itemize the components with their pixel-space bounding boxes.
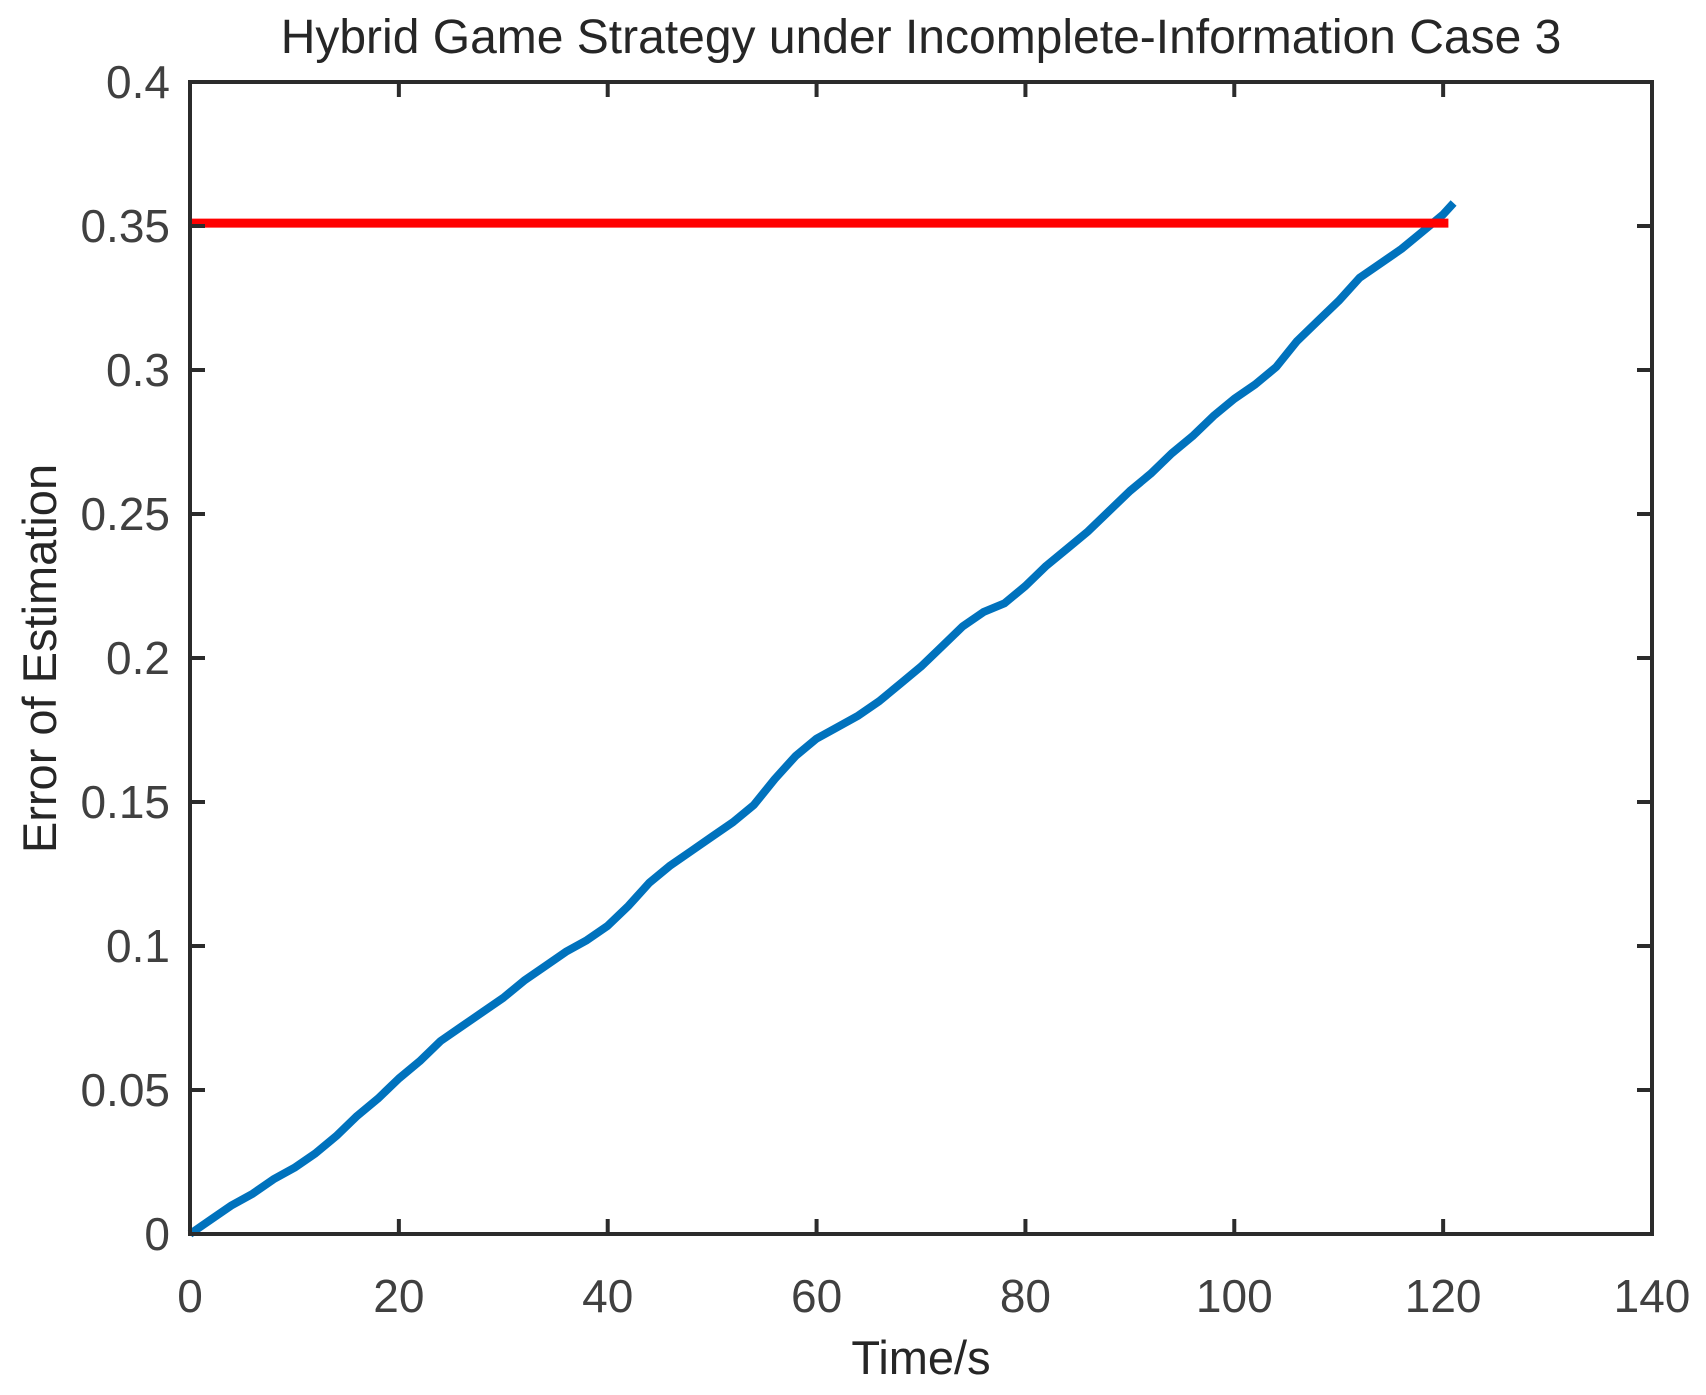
y-tick-label: 0.05 xyxy=(80,1064,170,1116)
x-tick-label: 140 xyxy=(1614,1270,1691,1322)
x-tick-label: 60 xyxy=(791,1270,842,1322)
y-tick-label: 0.35 xyxy=(80,200,170,252)
y-tick-label: 0.2 xyxy=(106,632,170,684)
series-line-error-of-estimation xyxy=(187,200,1457,1238)
y-tick-label: 0.25 xyxy=(80,488,170,540)
x-tick-label: 40 xyxy=(582,1270,633,1322)
x-tick-label: 120 xyxy=(1405,1270,1482,1322)
x-tick-label: 80 xyxy=(1000,1270,1051,1322)
y-tick-label: 0.1 xyxy=(106,920,170,972)
chart-title: Hybrid Game Strategy under Incomplete-In… xyxy=(280,11,1562,64)
x-tick-label: 20 xyxy=(373,1270,424,1322)
y-tick-label: 0.3 xyxy=(106,344,170,396)
axes-box xyxy=(188,80,1654,1236)
y-tick-label: 0 xyxy=(144,1208,170,1260)
y-tick-label: 0.15 xyxy=(80,776,170,828)
x-tick-label: 0 xyxy=(177,1270,203,1322)
y-tick-label: 0.4 xyxy=(106,56,170,108)
x-tick-label: 100 xyxy=(1196,1270,1273,1322)
x-axis-label: Time/s xyxy=(851,1331,991,1384)
